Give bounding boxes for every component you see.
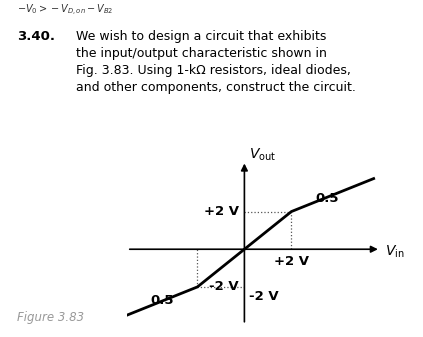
- Text: Figure 3.83: Figure 3.83: [17, 310, 84, 324]
- Text: We wish to design a circuit that exhibits
the input/output characteristic shown : We wish to design a circuit that exhibit…: [76, 30, 356, 94]
- Text: -2 V: -2 V: [209, 280, 239, 294]
- Text: -2 V: -2 V: [249, 290, 278, 303]
- Text: $\mathit{V}_{\mathrm{in}}$: $\mathit{V}_{\mathrm{in}}$: [385, 243, 405, 260]
- Text: 0.5: 0.5: [151, 294, 174, 307]
- Text: 0.5: 0.5: [315, 192, 338, 205]
- Text: +2 V: +2 V: [274, 254, 309, 268]
- Text: $\mathit{V}_{\mathrm{out}}$: $\mathit{V}_{\mathrm{out}}$: [249, 146, 276, 162]
- Text: $-V_0 > -V_{D,on} - V_{B2}$: $-V_0 > -V_{D,on} - V_{B2}$: [17, 3, 113, 19]
- Text: 3.40.: 3.40.: [17, 30, 55, 43]
- Text: +2 V: +2 V: [203, 205, 239, 218]
